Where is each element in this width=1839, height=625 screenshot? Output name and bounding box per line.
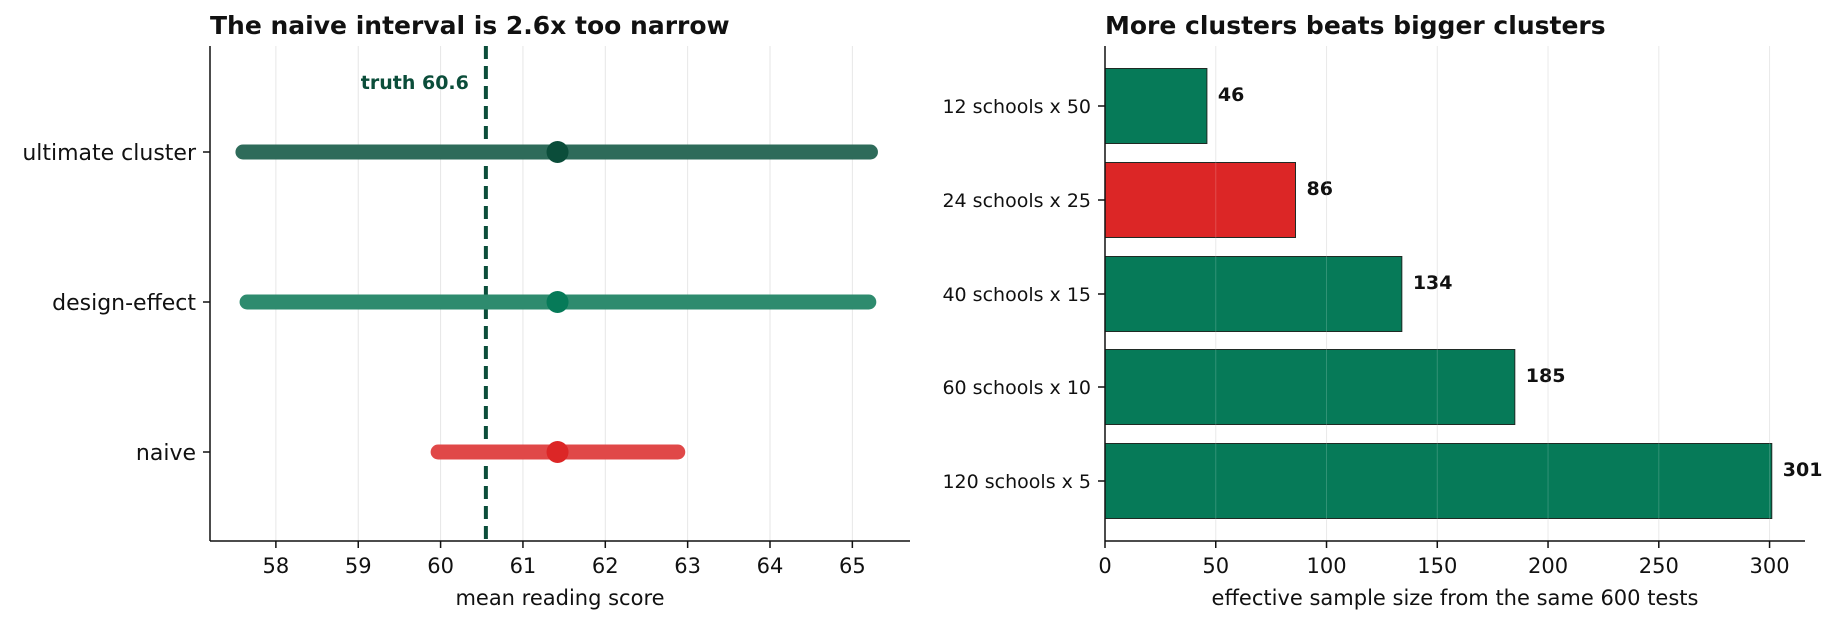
bar-chart: More clusters beats bigger clusters 46 86… bbox=[942, 11, 1822, 610]
right-x-axis-label: effective sample size from the same 600 … bbox=[1212, 586, 1699, 610]
left-x-tick-label: 61 bbox=[510, 554, 537, 578]
truth-reference: truth 60.6 bbox=[361, 46, 488, 541]
bar-value-label: 134 bbox=[1413, 272, 1453, 294]
right-x-tick-label: 0 bbox=[1098, 554, 1111, 578]
right-x-tick-label: 300 bbox=[1750, 554, 1790, 578]
bar-marks: 46 86 134 185 301 bbox=[1104, 46, 1823, 541]
point-estimate bbox=[546, 141, 569, 163]
left-x-tick-label: 59 bbox=[345, 554, 372, 578]
left-x-tick-label: 64 bbox=[757, 554, 784, 578]
interval-chart: The naive interval is 2.6x too narrow tr… bbox=[22, 11, 910, 610]
bar-value-label: 185 bbox=[1526, 365, 1566, 387]
left-x-tick-label: 58 bbox=[263, 554, 290, 578]
bar bbox=[1104, 68, 1208, 144]
bar-value-label: 46 bbox=[1218, 84, 1244, 106]
left-gridlines bbox=[275, 46, 853, 541]
bar-value-label: 86 bbox=[1307, 178, 1333, 200]
left-chart-title: The naive interval is 2.6x too narrow bbox=[210, 11, 730, 40]
interval-marks bbox=[235, 141, 878, 463]
right-chart-title: More clusters beats bigger clusters bbox=[1105, 11, 1606, 40]
point-estimate bbox=[546, 291, 569, 313]
left-axes: 58 59 60 61 62 63 64 65 ultimate cluster design-e… bbox=[22, 46, 910, 578]
left-y-tick-label: design-effect bbox=[52, 291, 196, 316]
right-y-tick-label: 12 schools x 50 bbox=[942, 96, 1091, 118]
bar bbox=[1104, 256, 1403, 332]
right-x-tick-label: 200 bbox=[1528, 554, 1568, 578]
right-y-tick-label: 40 schools x 15 bbox=[942, 284, 1091, 306]
bar bbox=[1104, 443, 1773, 519]
left-x-tick-label: 63 bbox=[674, 554, 701, 578]
left-x-tick-label: 65 bbox=[839, 554, 866, 578]
point-estimate bbox=[546, 441, 569, 463]
right-y-tick-label: 24 schools x 25 bbox=[942, 190, 1091, 212]
right-axes: 0 50 100 150 200 250 300 12 schools x 50 24 scho… bbox=[942, 46, 1805, 578]
left-x-axis-label: mean reading score bbox=[455, 586, 664, 610]
left-x-tick-label: 62 bbox=[592, 554, 619, 578]
right-y-tick-label: 120 schools x 5 bbox=[942, 471, 1091, 493]
bar-value-label: 301 bbox=[1783, 459, 1823, 481]
left-x-tick-label: 60 bbox=[427, 554, 454, 578]
right-x-tick-label: 100 bbox=[1306, 554, 1346, 578]
bar bbox=[1104, 349, 1516, 425]
left-y-tick-label: ultimate cluster bbox=[22, 141, 197, 166]
right-x-tick-label: 250 bbox=[1639, 554, 1679, 578]
right-y-tick-label: 60 schools x 10 bbox=[942, 377, 1091, 399]
right-x-tick-label: 50 bbox=[1202, 554, 1229, 578]
right-x-tick-label: 150 bbox=[1417, 554, 1457, 578]
bar bbox=[1104, 162, 1297, 238]
left-y-tick-label: naive bbox=[136, 441, 196, 466]
truth-label: truth 60.6 bbox=[361, 72, 469, 94]
